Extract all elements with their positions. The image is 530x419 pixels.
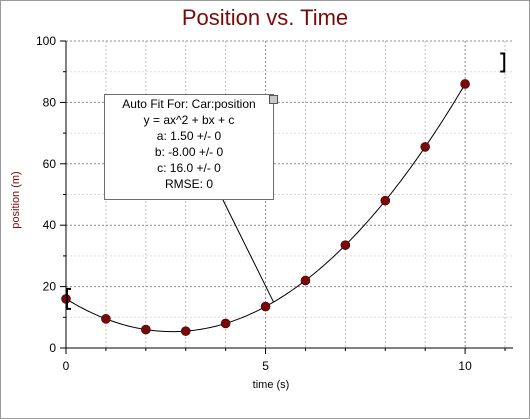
y-tick-label: 20 xyxy=(43,280,57,294)
fit-panel-line: c: 16.0 +/- 0 xyxy=(157,161,221,175)
y-tick-label: 0 xyxy=(49,341,56,355)
data-point[interactable] xyxy=(180,326,191,336)
tick-marks xyxy=(60,40,506,354)
y-axis-label: position (m) xyxy=(10,171,22,229)
x-axis-label: time (s) xyxy=(252,379,290,391)
curve-fit-panel[interactable]: Auto Fit For: Car:position y = ax^2 + bx… xyxy=(104,94,274,200)
y-tick-label: 80 xyxy=(43,95,57,109)
fit-panel-line: Auto Fit For: Car:position xyxy=(122,97,256,111)
range-start-bracket xyxy=(66,287,71,310)
data-point[interactable] xyxy=(260,301,271,312)
fit-panel-line: a: 1.50 +/- 0 xyxy=(156,129,222,143)
data-points xyxy=(61,79,470,336)
data-point[interactable] xyxy=(101,314,111,324)
data-point[interactable] xyxy=(300,275,311,286)
y-tick-label: 100 xyxy=(36,34,56,48)
range-end-bracket xyxy=(500,52,506,73)
chart-title: Position vs. Time xyxy=(181,5,349,30)
data-point[interactable] xyxy=(220,318,231,329)
x-tick-label: 0 xyxy=(63,359,70,373)
fit-panel-drag-handle[interactable] xyxy=(269,95,278,104)
y-tick-label: 60 xyxy=(43,157,57,171)
data-point[interactable] xyxy=(460,79,470,89)
fit-panel-line: RMSE: 0 xyxy=(164,177,213,191)
fit-leader-line xyxy=(221,197,274,303)
data-point[interactable] xyxy=(141,324,151,335)
data-point[interactable] xyxy=(420,142,430,152)
range-brackets xyxy=(66,52,506,310)
data-point[interactable] xyxy=(340,240,351,250)
data-point[interactable] xyxy=(380,195,391,206)
fit-leader xyxy=(221,197,274,303)
x-tick-label: 5 xyxy=(262,359,269,373)
y-tick-label: 40 xyxy=(43,218,57,232)
x-tick-label: 10 xyxy=(458,359,472,373)
fit-panel-line: y = ax^2 + bx + c xyxy=(143,113,235,127)
fit-panel-line: b: -8.00 +/- 0 xyxy=(154,145,224,159)
